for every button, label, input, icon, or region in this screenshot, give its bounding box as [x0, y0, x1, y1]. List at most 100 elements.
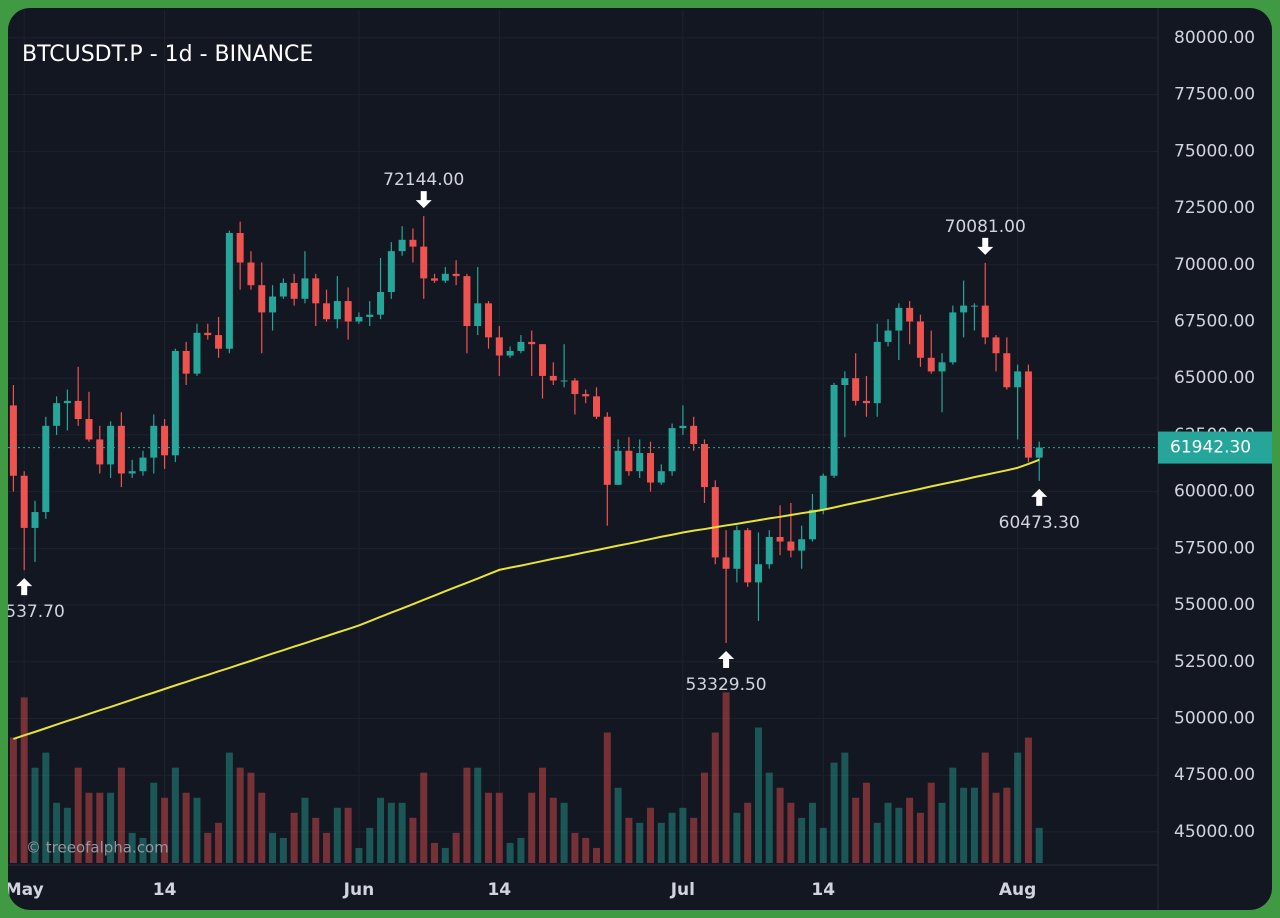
candle-body [63, 400, 71, 404]
candle-body [808, 509, 816, 540]
chart-title: BTCUSDT.P - 1d - BINANCE [22, 42, 313, 67]
annotation-label: 72144.00 [383, 170, 464, 190]
annotation-arrow [16, 578, 33, 596]
volume-bar [20, 697, 28, 863]
y-tick-label: 65000.00 [1174, 368, 1255, 388]
candle-body [927, 357, 935, 372]
y-tick-label: 57500.00 [1174, 538, 1255, 558]
volume-bar [452, 832, 460, 863]
candle-body [355, 316, 363, 322]
volume-bar [290, 812, 298, 863]
candle-body [700, 443, 708, 488]
volume-bar [1003, 787, 1011, 863]
candle-body [830, 385, 838, 476]
volume-bar [161, 797, 169, 863]
candle-body [128, 471, 136, 474]
annotation-label: 60473.30 [999, 513, 1080, 533]
candle-body [776, 536, 784, 542]
volume-bar [765, 772, 773, 863]
volume-bar [787, 802, 795, 863]
volume-bar [798, 817, 806, 863]
volume-bar [269, 832, 277, 863]
candle-body [452, 273, 460, 277]
candle-body [431, 278, 439, 281]
volume-bar [862, 782, 870, 863]
candle-body [949, 312, 957, 363]
volume-bar [981, 752, 989, 863]
y-tick-label: 75000.00 [1174, 141, 1255, 161]
volume-bar [528, 792, 536, 863]
candle-body [236, 233, 244, 263]
candle-body [657, 471, 665, 483]
volume-bar [63, 807, 71, 863]
grid [8, 10, 1158, 863]
candle-body [960, 305, 968, 313]
x-tick-label: May [8, 880, 44, 900]
annotation-arrow [415, 191, 432, 209]
last-price-label: 61942.30 [1170, 438, 1251, 458]
y-tick-label: 70000.00 [1174, 255, 1255, 275]
candle-body [571, 380, 579, 395]
candle-body [42, 425, 50, 513]
candle-body [107, 425, 115, 465]
candle-body [9, 405, 17, 476]
candle-body [862, 400, 870, 404]
candle-body [711, 487, 719, 558]
volume-bar [916, 812, 924, 863]
volume-bar [690, 817, 698, 863]
y-tick-label: 52500.00 [1174, 652, 1255, 672]
candle-body [398, 239, 406, 252]
candle-body [1014, 371, 1022, 388]
candle-body [668, 428, 676, 472]
volume-bar [441, 847, 449, 863]
candle-body [852, 378, 860, 401]
candle-body [906, 307, 914, 322]
candle-body [366, 314, 374, 317]
candle-body [279, 282, 287, 297]
candle-body [1024, 371, 1032, 458]
y-tick-label: 67500.00 [1174, 311, 1255, 331]
volume-bar [819, 827, 827, 863]
volume-bar [474, 767, 482, 863]
candle-body [636, 453, 644, 472]
candle-body [85, 419, 93, 440]
candle-body [992, 337, 1000, 354]
candle-body [344, 301, 352, 322]
volume-bar [517, 837, 525, 863]
candle-body [20, 475, 28, 528]
volume-bar [247, 772, 255, 863]
x-tick-label: 14 [153, 880, 177, 900]
x-tick-label: Jun [343, 880, 375, 900]
candle-body [387, 251, 395, 292]
y-tick-label: 47500.00 [1174, 765, 1255, 785]
volume-bar [927, 782, 935, 863]
candle-body [549, 375, 557, 381]
volume-bar [722, 692, 730, 863]
y-tick-label: 72500.00 [1174, 198, 1255, 218]
y-tick-label: 60000.00 [1174, 482, 1255, 502]
volume-bar [884, 802, 892, 863]
volume-bar [776, 787, 784, 863]
y-tick-label: 80000.00 [1174, 28, 1255, 48]
volume-bar [549, 797, 557, 863]
candle-body [938, 362, 946, 372]
candle-body [312, 278, 320, 304]
candle-body [463, 276, 471, 327]
volume-bar [960, 787, 968, 863]
candle-body [258, 285, 266, 313]
volume-bar [225, 752, 233, 863]
candle-body [182, 350, 190, 374]
candle-body [981, 305, 989, 338]
candle-body [884, 330, 892, 342]
candle-body [528, 341, 536, 345]
volume-bar [906, 797, 914, 863]
candle-body [787, 541, 795, 551]
volume-bar [74, 767, 82, 863]
volume-bar [614, 787, 622, 863]
volume-bar [366, 827, 374, 863]
volume-bar [53, 802, 61, 863]
candle-body [765, 536, 773, 565]
candle-body [323, 303, 331, 320]
volume-bar [333, 807, 341, 863]
volume-bar [668, 812, 676, 863]
